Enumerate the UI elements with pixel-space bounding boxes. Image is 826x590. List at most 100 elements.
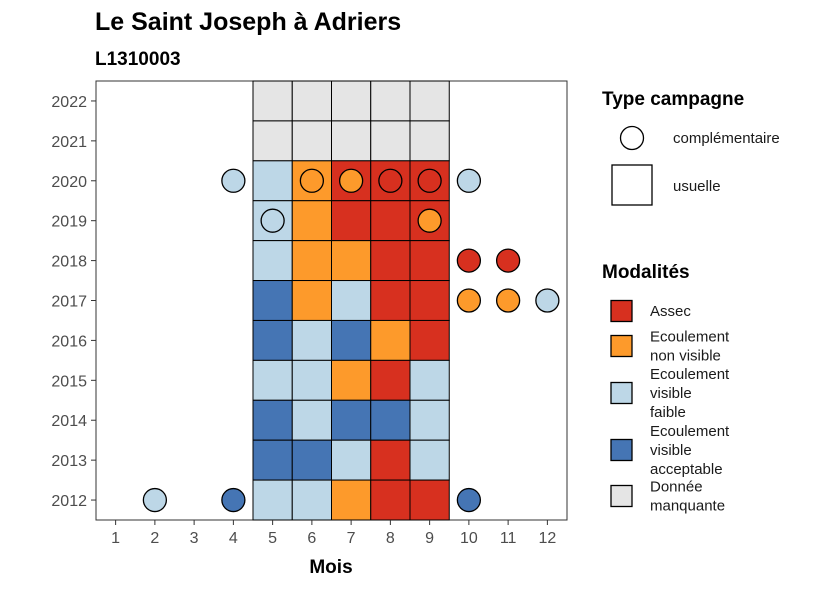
tile-2016-9 <box>409 319 450 361</box>
y-axis: 2012 2013 2014 2015 2016 2017 2018 2019 2020 2021… <box>51 94 96 510</box>
tile-2022-5 <box>252 80 293 122</box>
legend-label-mod-1-0: Ecoulement <box>650 329 730 346</box>
legend-key-usuelle <box>611 164 653 206</box>
x-tick-label-2: 2 <box>150 530 159 547</box>
tile-2012-8 <box>370 479 411 521</box>
tile-2022-7 <box>331 80 372 122</box>
tile-2020-5 <box>252 160 293 202</box>
x-tick-label-1: 1 <box>111 530 120 547</box>
tile-2021-6 <box>291 120 332 162</box>
point-2020-4 <box>221 168 246 193</box>
x-tick-label-5: 5 <box>268 530 277 547</box>
point-2020-8 <box>378 168 403 193</box>
tile-2012-7 <box>331 479 372 521</box>
y-tick-label-2017: 2017 <box>51 294 87 311</box>
point-2012-10 <box>456 487 482 513</box>
x-tick-label-12: 12 <box>538 530 556 547</box>
legend-key-mod-2 <box>610 381 633 405</box>
tile-2012-6 <box>291 479 332 521</box>
tile-2013-7 <box>331 439 372 481</box>
y-tick-label-2014: 2014 <box>51 413 87 430</box>
tile-2017-5 <box>252 280 293 321</box>
legend-label-mod-3-1: visible <box>650 442 692 459</box>
tile-2022-8 <box>370 80 411 122</box>
point-2017-11 <box>495 288 521 313</box>
tile-2015-5 <box>252 359 293 401</box>
tile-2015-6 <box>291 359 332 401</box>
point-2019-5 <box>260 208 285 233</box>
tile-2019-6 <box>291 200 332 242</box>
tile-2016-8 <box>370 319 411 361</box>
point-2017-10 <box>456 288 482 313</box>
point-2017-12 <box>535 288 560 313</box>
point-2020-7 <box>338 168 364 193</box>
legend-label-mod-4-1: manquante <box>650 498 725 515</box>
tile-2014-7 <box>331 399 372 441</box>
legend-label-mod-4-0: Donnée <box>650 479 703 496</box>
point-2020-10 <box>456 168 482 193</box>
x-tick-label-10: 10 <box>460 530 478 547</box>
legend-key-mod-1 <box>610 334 633 358</box>
tile-2013-9 <box>409 439 450 481</box>
tile-2021-7 <box>331 120 372 162</box>
legend-label-mod-3-0: Ecoulement <box>650 423 730 440</box>
y-tick-label-2018: 2018 <box>51 254 87 271</box>
tile-2014-5 <box>252 399 293 441</box>
plot-area <box>95 80 568 521</box>
tile-2018-5 <box>252 240 293 282</box>
legend-label-mod-2-0: Ecoulement <box>650 366 730 383</box>
point-2018-10 <box>456 248 482 273</box>
legend-label-mod-1-1: non visible <box>650 348 721 365</box>
point-2020-9 <box>417 168 442 193</box>
point-2019-9 <box>417 208 442 233</box>
tile-2012-5 <box>252 479 293 521</box>
tile-2015-9 <box>409 359 450 401</box>
tile-2019-7 <box>331 200 372 242</box>
legend-label-usuelle: usuelle <box>673 178 721 195</box>
point-2018-11 <box>495 248 521 273</box>
tile-2016-6 <box>291 319 332 361</box>
tile-2017-7 <box>331 280 372 321</box>
x-axis-title: Mois <box>309 557 352 578</box>
y-tick-label-2022: 2022 <box>51 94 87 111</box>
legend-label-mod-2-2: faible <box>650 404 686 421</box>
tile-2015-8 <box>370 359 411 401</box>
y-tick-label-2019: 2019 <box>51 214 87 231</box>
tile-2016-7 <box>331 319 372 361</box>
point-2012-2 <box>142 487 168 513</box>
tile-2021-5 <box>252 120 293 162</box>
point-2020-6 <box>299 168 325 193</box>
point-2012-4 <box>221 487 246 513</box>
x-tick-label-7: 7 <box>347 530 356 547</box>
tile-2021-9 <box>409 120 450 162</box>
tile-2013-8 <box>370 439 411 481</box>
tile-2018-9 <box>409 240 450 282</box>
x-tick-label-11: 11 <box>500 530 517 547</box>
tile-2022-6 <box>291 80 332 122</box>
y-tick-label-2012: 2012 <box>51 493 87 510</box>
tile-2014-9 <box>409 399 450 441</box>
chart-title: Le Saint Joseph à Adriers <box>95 8 401 36</box>
y-tick-label-2015: 2015 <box>51 373 87 390</box>
tile-2013-6 <box>291 439 332 481</box>
x-axis: 1 2 3 4 5 6 7 8 9 10 11 12 <box>111 520 556 547</box>
chart-subtitle: L1310003 <box>95 49 181 70</box>
tile-2014-8 <box>370 399 411 441</box>
tile-2017-8 <box>370 280 411 321</box>
legend-label-complementaire: complémentaire <box>673 130 780 147</box>
y-tick-label-2021: 2021 <box>51 134 87 151</box>
x-tick-label-6: 6 <box>307 530 316 547</box>
x-tick-label-8: 8 <box>386 530 395 547</box>
tile-2019-8 <box>370 200 411 242</box>
y-tick-label-2013: 2013 <box>51 453 87 470</box>
legend-type-title: Type campagne <box>602 89 744 110</box>
legend-key-mod-3 <box>610 438 633 462</box>
x-tick-label-3: 3 <box>190 530 199 547</box>
legend-key-mod-4 <box>610 484 633 508</box>
tile-2018-8 <box>370 240 411 282</box>
legend-label-mod-3-2: acceptable <box>650 461 723 478</box>
legend-type-items: complémentaire usuelle <box>611 125 780 206</box>
tile-2013-5 <box>252 439 293 481</box>
